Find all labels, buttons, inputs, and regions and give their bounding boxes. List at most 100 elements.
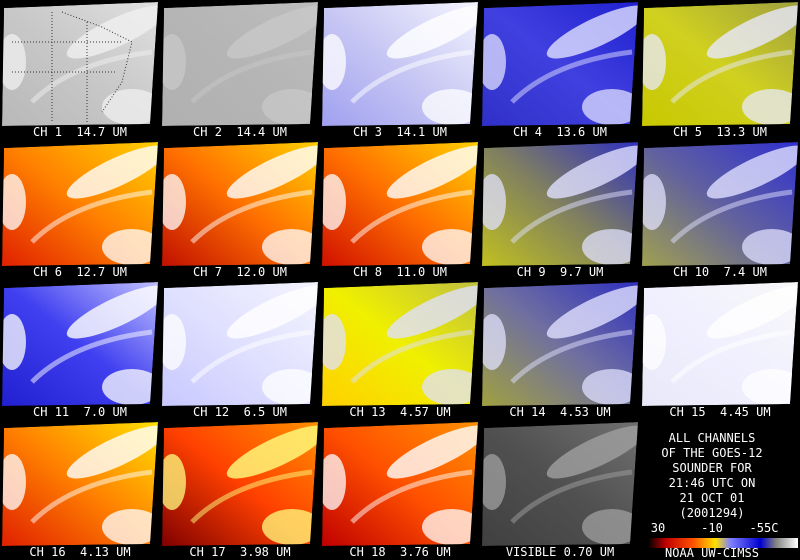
cloud-band bbox=[482, 454, 506, 510]
satellite-image bbox=[322, 282, 478, 406]
cloud-band bbox=[422, 89, 478, 125]
cloud-band bbox=[2, 454, 26, 510]
cloud-band bbox=[226, 425, 318, 479]
cloud-streak bbox=[350, 329, 473, 384]
info-line: 21 OCT 01 bbox=[679, 491, 744, 505]
cloud-band bbox=[162, 34, 186, 90]
satellite-image bbox=[642, 282, 798, 406]
satellite-image bbox=[322, 2, 478, 126]
cloud-band bbox=[582, 229, 638, 265]
cloud-streak bbox=[670, 189, 793, 244]
cloud-band bbox=[642, 34, 666, 90]
cloud-streak bbox=[30, 469, 153, 524]
cloud-band bbox=[642, 314, 666, 370]
satellite-image bbox=[642, 142, 798, 266]
cloud-streak bbox=[510, 189, 633, 244]
cloud-streak bbox=[350, 49, 473, 104]
cloud-band bbox=[226, 285, 318, 339]
cloud-band bbox=[482, 174, 506, 230]
panel-label: CH 14 4.53 UM bbox=[509, 405, 610, 419]
cloud-band bbox=[386, 5, 478, 59]
cloud-band bbox=[162, 174, 186, 230]
satellite-image bbox=[482, 142, 638, 266]
cloud-band bbox=[386, 145, 478, 199]
cloud-band bbox=[706, 285, 798, 339]
cloud-band bbox=[742, 229, 798, 265]
panel-label: CH 16 4.13 UM bbox=[29, 545, 130, 559]
cloud-band bbox=[582, 89, 638, 125]
cloud-band bbox=[322, 454, 346, 510]
cloud-band bbox=[742, 89, 798, 125]
satellite-image bbox=[322, 142, 478, 266]
satellite-image bbox=[162, 2, 318, 126]
cloud-band bbox=[66, 285, 158, 339]
cloud-band bbox=[546, 285, 638, 339]
cloud-streak bbox=[190, 189, 313, 244]
cloud-streak bbox=[350, 469, 473, 524]
panel-label: CH 11 7.0 UM bbox=[33, 405, 127, 419]
info-line: OF THE GOES-12 bbox=[661, 446, 762, 460]
credit: NOAA UW-CIMSS bbox=[665, 546, 759, 560]
cloud-streak bbox=[510, 469, 633, 524]
cloud-band bbox=[2, 34, 26, 90]
cloud-band bbox=[262, 229, 318, 265]
info-line: 21:46 UTC ON bbox=[669, 476, 756, 490]
satellite-image bbox=[2, 2, 158, 126]
scale-label: -55C bbox=[750, 521, 779, 535]
panel-label: CH 12 6.5 UM bbox=[193, 405, 287, 419]
satellite-image bbox=[482, 2, 638, 126]
cloud-band bbox=[162, 314, 186, 370]
cloud-band bbox=[742, 369, 798, 405]
panel-label: CH 1 14.7 UM bbox=[33, 125, 127, 139]
satellite-image bbox=[2, 142, 158, 266]
scale-label: -10 bbox=[701, 521, 723, 535]
satellite-image bbox=[482, 422, 638, 546]
satellite-image bbox=[2, 282, 158, 406]
cloud-band bbox=[582, 369, 638, 405]
info-line: (2001294) bbox=[679, 506, 744, 520]
cloud-band bbox=[422, 369, 478, 405]
cloud-band bbox=[482, 314, 506, 370]
satellite-image bbox=[162, 142, 318, 266]
cloud-streak bbox=[190, 329, 313, 384]
panel-label: CH 9 9.7 UM bbox=[517, 265, 604, 279]
panel-label: CH 2 14.4 UM bbox=[193, 125, 287, 139]
satellite-image bbox=[482, 282, 638, 406]
cloud-streak bbox=[190, 469, 313, 524]
satellite-image bbox=[322, 422, 478, 546]
panel-label: CH 10 7.4 UM bbox=[673, 265, 767, 279]
cloud-band bbox=[546, 145, 638, 199]
cloud-band bbox=[546, 425, 638, 479]
cloud-band bbox=[706, 5, 798, 59]
color-scale bbox=[648, 538, 798, 548]
cloud-streak bbox=[350, 189, 473, 244]
scale-label: 30 bbox=[651, 521, 665, 535]
cloud-streak bbox=[30, 189, 153, 244]
cloud-streak bbox=[30, 49, 153, 104]
cloud-band bbox=[482, 34, 506, 90]
cloud-band bbox=[226, 5, 318, 59]
cloud-band bbox=[582, 509, 638, 545]
cloud-band bbox=[642, 174, 666, 230]
cloud-band bbox=[422, 229, 478, 265]
panel-label: CH 13 4.57 UM bbox=[349, 405, 450, 419]
info-line: SOUNDER FOR bbox=[672, 461, 752, 475]
cloud-streak bbox=[190, 49, 313, 104]
cloud-band bbox=[422, 509, 478, 545]
cloud-band bbox=[386, 425, 478, 479]
cloud-band bbox=[226, 145, 318, 199]
cloud-streak bbox=[30, 329, 153, 384]
info-line: ALL CHANNELS bbox=[669, 431, 756, 445]
panel-label: CH 18 3.76 UM bbox=[349, 545, 450, 559]
cloud-band bbox=[162, 454, 186, 510]
cloud-streak bbox=[510, 329, 633, 384]
cloud-band bbox=[102, 369, 158, 405]
cloud-band bbox=[102, 509, 158, 545]
cloud-band bbox=[262, 369, 318, 405]
satellite-image bbox=[162, 282, 318, 406]
cloud-band bbox=[322, 34, 346, 90]
cloud-streak bbox=[670, 49, 793, 104]
panel-label: CH 6 12.7 UM bbox=[33, 265, 127, 279]
